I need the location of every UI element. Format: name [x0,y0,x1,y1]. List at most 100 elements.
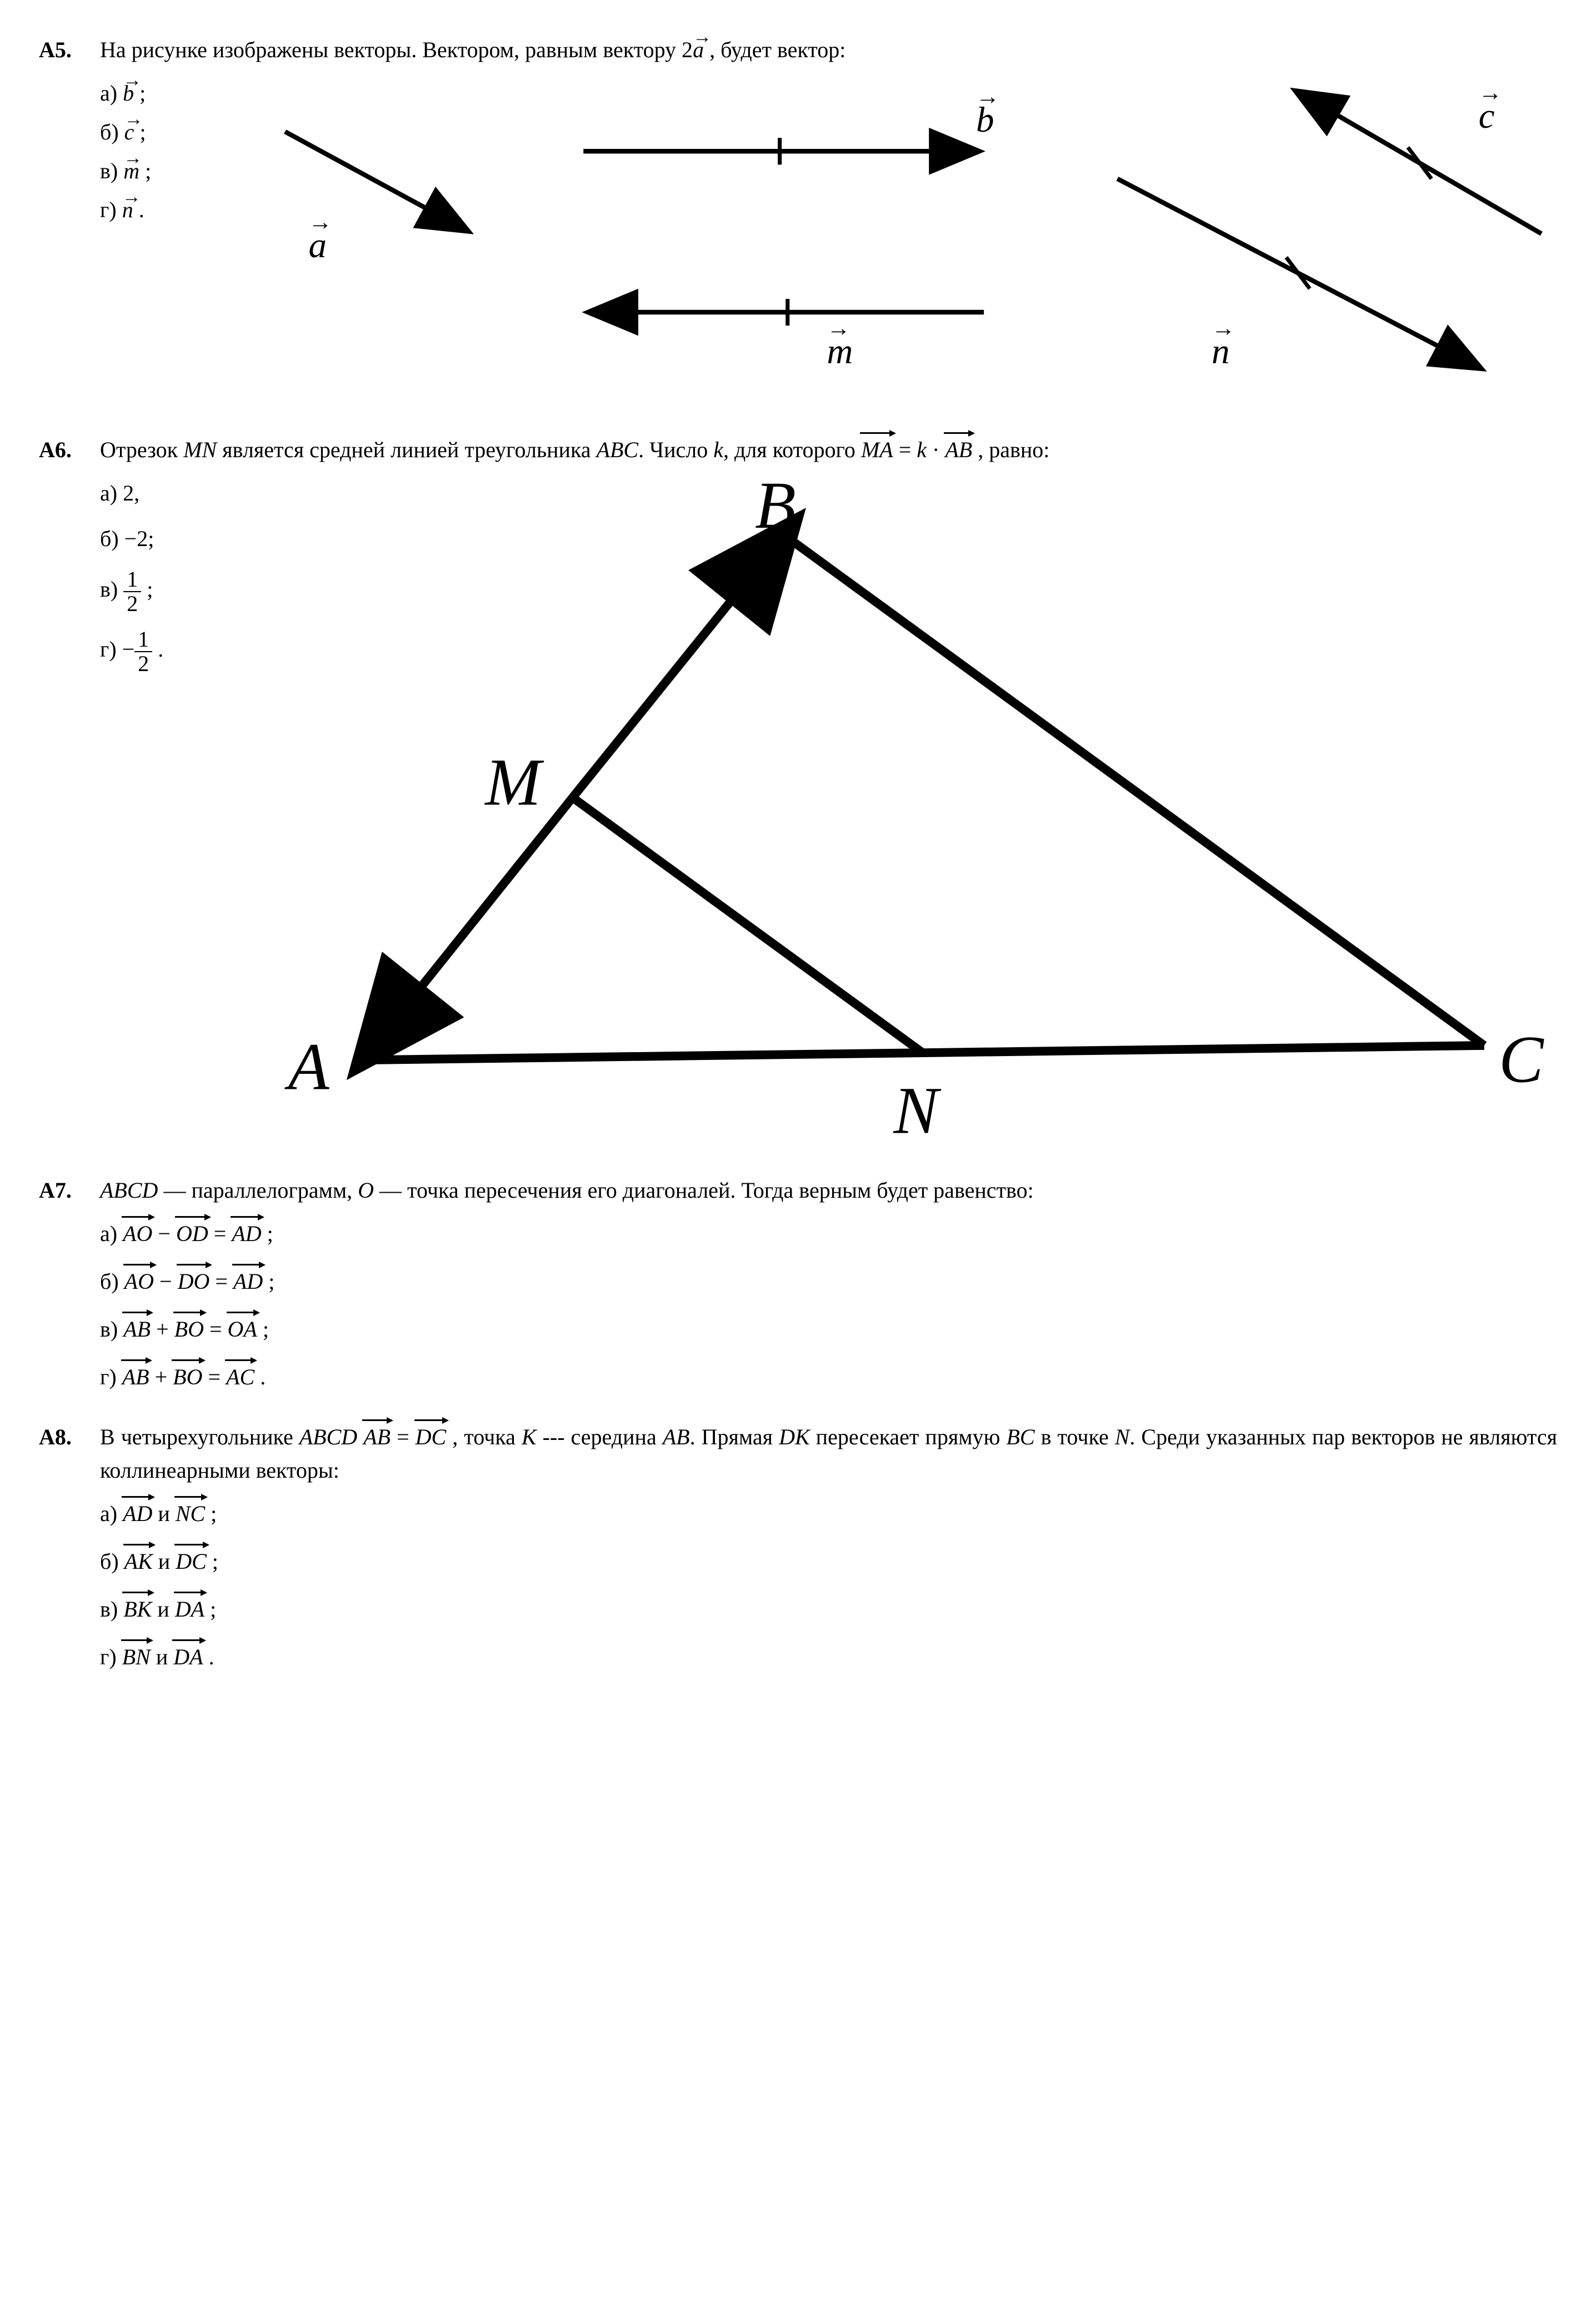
label: г) [100,1644,122,1669]
t: . Прямая [690,1424,779,1449]
svg-text:N: N [893,1073,942,1147]
v2: DA [175,1593,204,1626]
problem-a6: А6. Отрезок MN является средней линией т… [39,433,1557,1148]
v3: AD [233,1265,263,1298]
svg-text:→: → [976,83,999,109]
abc: ABC [597,437,639,462]
option-a: а) AD и NC ; [100,1497,1557,1530]
v1: AO [123,1217,152,1250]
vector-ma: MA [861,433,893,467]
tail: ; [141,577,153,602]
problem-text: На рисунке изображены векторы. Вектором,… [100,33,1557,67]
abcd: ABCD [299,1424,357,1449]
vectors-svg: a → b → m → c → [222,77,1557,407]
vector-dc: DC [416,1420,447,1454]
option-v: в) m ; [100,154,200,188]
v2: BO [173,1360,202,1394]
options-and-figure: а) b ; б) c ; в) m ; г) n . a → [100,77,1557,407]
t: --- середина [537,1424,663,1449]
l: BO [173,1364,202,1389]
svg-text:C: C [1499,1022,1544,1097]
val: 2, [123,481,139,506]
problem-a7: А7. ABCD — параллелограмм, O — точка пер… [39,1174,1557,1394]
option-g: г) AB + BO = AC . [100,1360,1557,1394]
num: 1 [123,568,141,592]
v1: BN [122,1640,151,1674]
l: AO [123,1221,152,1246]
label: а) [100,1221,123,1246]
tail: ; [263,1269,274,1294]
l: BN [122,1644,151,1669]
k: K [522,1424,537,1449]
n: N [1115,1424,1130,1449]
l: OD [176,1221,208,1246]
l: AB [363,1424,391,1449]
text: — точка пересечения его диагоналей. Тогд… [374,1178,1034,1203]
t: , точка [446,1424,522,1449]
svg-text:→: → [1479,79,1502,106]
label: MA [861,437,893,462]
text: , равно: [972,437,1049,462]
v3: AC [226,1360,254,1394]
t: В четырехугольнике [100,1424,299,1449]
options-list: а) b ; б) c ; в) m ; г) n . [100,77,200,227]
fraction: 12 [123,568,141,616]
op: + [149,1364,173,1389]
triangle-svg: A B C M N [244,477,1557,1148]
problem-number: А7. [39,1174,100,1394]
fraction: 12 [134,628,152,676]
l: DA [175,1597,204,1622]
val: −2; [124,526,154,551]
svg-text:B: B [755,477,796,543]
svg-text:A: A [284,1029,330,1104]
option-g: г) BN и DA . [100,1640,1557,1674]
problem-a8: А8. В четырехугольнике ABCD AB = DC , то… [39,1420,1557,1674]
tail: ; [207,1549,218,1574]
v3: AD [232,1217,261,1250]
option-label: б) [100,119,119,144]
v1: AK [124,1545,153,1578]
o: O [358,1178,374,1203]
vector-n: n [122,193,133,227]
option-v: в) 12 ; [100,568,222,616]
svg-text:M: M [484,745,544,819]
option-b: б) AK и DC ; [100,1545,1557,1578]
mn: MN [183,437,217,462]
l: DO [178,1269,210,1294]
triangle-figure: A B C M N [244,477,1557,1148]
tail: ; [204,1597,216,1622]
option-label: в) [100,158,118,183]
eq: = [209,1269,233,1294]
v2: DA [173,1640,203,1674]
problem-text: ABCD — параллелограмм, O — точка пересеч… [100,1174,1557,1207]
l: OA [228,1317,257,1342]
v3: OA [228,1313,257,1346]
problem-body: ABCD — параллелограмм, O — точка пересеч… [100,1174,1557,1394]
text: На рисунке изображены векторы. Вектором,… [100,37,693,62]
problem-text: В четырехугольнике ABCD AB = DC , точка … [100,1420,1557,1487]
v1: BK [123,1593,152,1626]
tail: ; [205,1501,217,1526]
l: AD [123,1501,152,1526]
option-b: б) −2; [100,522,222,556]
text: , будет вектор: [704,37,845,62]
tail: . [254,1364,266,1389]
tail: . [152,637,163,662]
vector-ab: AB [945,433,972,467]
tail: . [203,1644,214,1669]
tail: ; [257,1317,269,1342]
and: и [151,1644,173,1669]
label: в) [100,577,118,602]
abcd: ABCD [100,1178,158,1203]
options-list: а) 2, б) −2; в) 12 ; г) −12 . [100,477,222,676]
l: AB [123,1317,151,1342]
and: и [152,1501,175,1526]
options-list: а) AO − OD = AD ; б) AO − DO = AD ; в) A… [100,1217,1557,1394]
text: Отрезок [100,437,183,462]
l: DC [176,1549,207,1574]
option-a: а) 2, [100,477,222,510]
v2: BO [174,1313,204,1346]
tail: ; [262,1221,273,1246]
v2: NC [176,1497,205,1530]
problem-a5: А5. На рисунке изображены векторы. Векто… [39,33,1557,407]
